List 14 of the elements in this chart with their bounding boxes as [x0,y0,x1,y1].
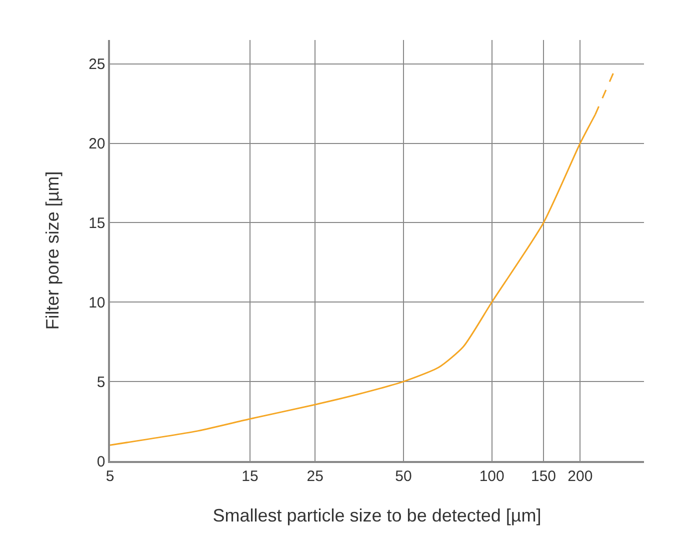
y-tick-label: 5 [96,374,106,391]
y-tick-label: 15 [88,214,106,232]
y-tick-label: 10 [88,294,106,312]
x-axis-title: Smallest particle size to be detected [µm] [212,505,542,526]
x-tick-label: 50 [395,468,412,485]
y-tick-label: 20 [88,136,106,153]
x-tick-label: 15 [242,468,258,485]
x-tick-label: 25 [306,468,324,485]
y-tick-label: 25 [88,56,106,74]
x-tick-label: 100 [479,468,504,485]
x-tick-label: 200 [568,468,593,485]
y-axis-title: Filter pore size [µm] [42,171,62,330]
x-tick-label: 150 [530,468,556,485]
y-tick-label: 0 [96,453,106,470]
